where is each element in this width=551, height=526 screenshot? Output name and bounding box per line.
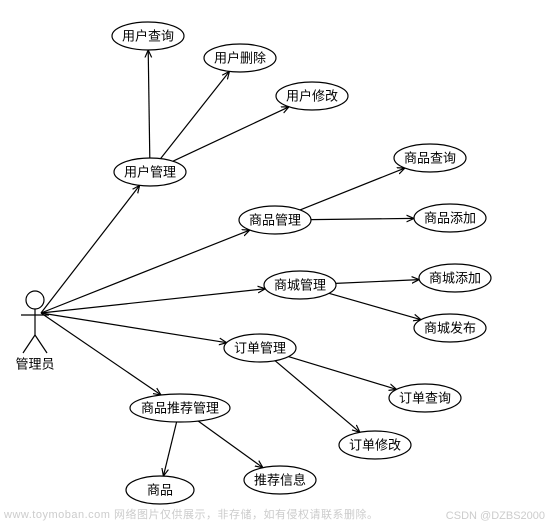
use-case-node: 商城发布 (414, 314, 486, 342)
use-case-label: 商城发布 (424, 320, 476, 335)
edge (161, 71, 230, 158)
use-case-node: 商品 (126, 476, 194, 504)
use-case-label: 用户管理 (124, 164, 176, 179)
edge (41, 313, 227, 343)
use-case-label: 用户删除 (214, 50, 266, 65)
use-case-node: 用户查询 (112, 22, 184, 50)
use-case-node: 商品推荐管理 (130, 394, 230, 422)
edge (275, 361, 360, 433)
footer-disclaimer: www.toymoban.com 网络图片仅供展示，非存储，如有侵权请联系删除。 (4, 506, 378, 522)
use-case-label: 商品 (147, 482, 173, 497)
use-case-label: 商品添加 (424, 210, 476, 225)
actor-label: 管理员 (15, 357, 54, 372)
use-case-node: 用户修改 (276, 82, 348, 110)
edge (41, 313, 161, 395)
use-case-node: 订单修改 (339, 431, 411, 459)
edge (41, 289, 265, 313)
use-case-node: 商城管理 (264, 271, 336, 299)
edge (300, 168, 405, 210)
use-case-label: 订单查询 (399, 390, 451, 405)
use-case-node: 商品管理 (239, 206, 311, 234)
use-case-label: 推荐信息 (254, 472, 306, 487)
use-case-label: 商品管理 (249, 212, 301, 227)
footer-attribution: CSDN @DZBS2000 (446, 510, 545, 522)
edges-layer (41, 50, 421, 476)
use-case-node: 商城添加 (419, 264, 491, 292)
use-case-label: 用户修改 (286, 88, 338, 103)
use-case-diagram: 管理员 用户查询用户删除用户修改用户管理 商品查询商品管理 商品添加商城管理 商城添加商… (0, 0, 551, 526)
edge (288, 357, 396, 390)
use-case-node: 用户管理 (114, 158, 186, 186)
edge (198, 421, 263, 468)
edge (336, 280, 419, 284)
use-case-label: 商城添加 (429, 270, 481, 285)
use-case-label: 商城管理 (274, 277, 326, 292)
use-case-label: 用户查询 (122, 28, 174, 43)
use-case-label: 订单修改 (349, 437, 401, 452)
edge (173, 107, 289, 161)
edge (311, 218, 414, 219)
use-case-node: 推荐信息 (244, 466, 316, 494)
use-case-node: 用户删除 (204, 44, 276, 72)
edge (163, 422, 176, 476)
nodes-layer: 用户查询用户删除用户修改用户管理 商品查询商品管理 商品添加商城管理 商城添加商城发布… (112, 22, 491, 504)
use-case-label: 商品查询 (404, 150, 456, 165)
use-case-node: 订单查询 (389, 384, 461, 412)
use-case-node: 商品查询 (394, 144, 466, 172)
use-case-label: 商品推荐管理 (141, 400, 219, 415)
edge (148, 50, 150, 158)
use-case-node: 订单管理 (224, 334, 296, 362)
use-case-node: 商品添加 (414, 204, 486, 232)
use-case-label: 订单管理 (234, 340, 286, 355)
edge (329, 293, 421, 319)
